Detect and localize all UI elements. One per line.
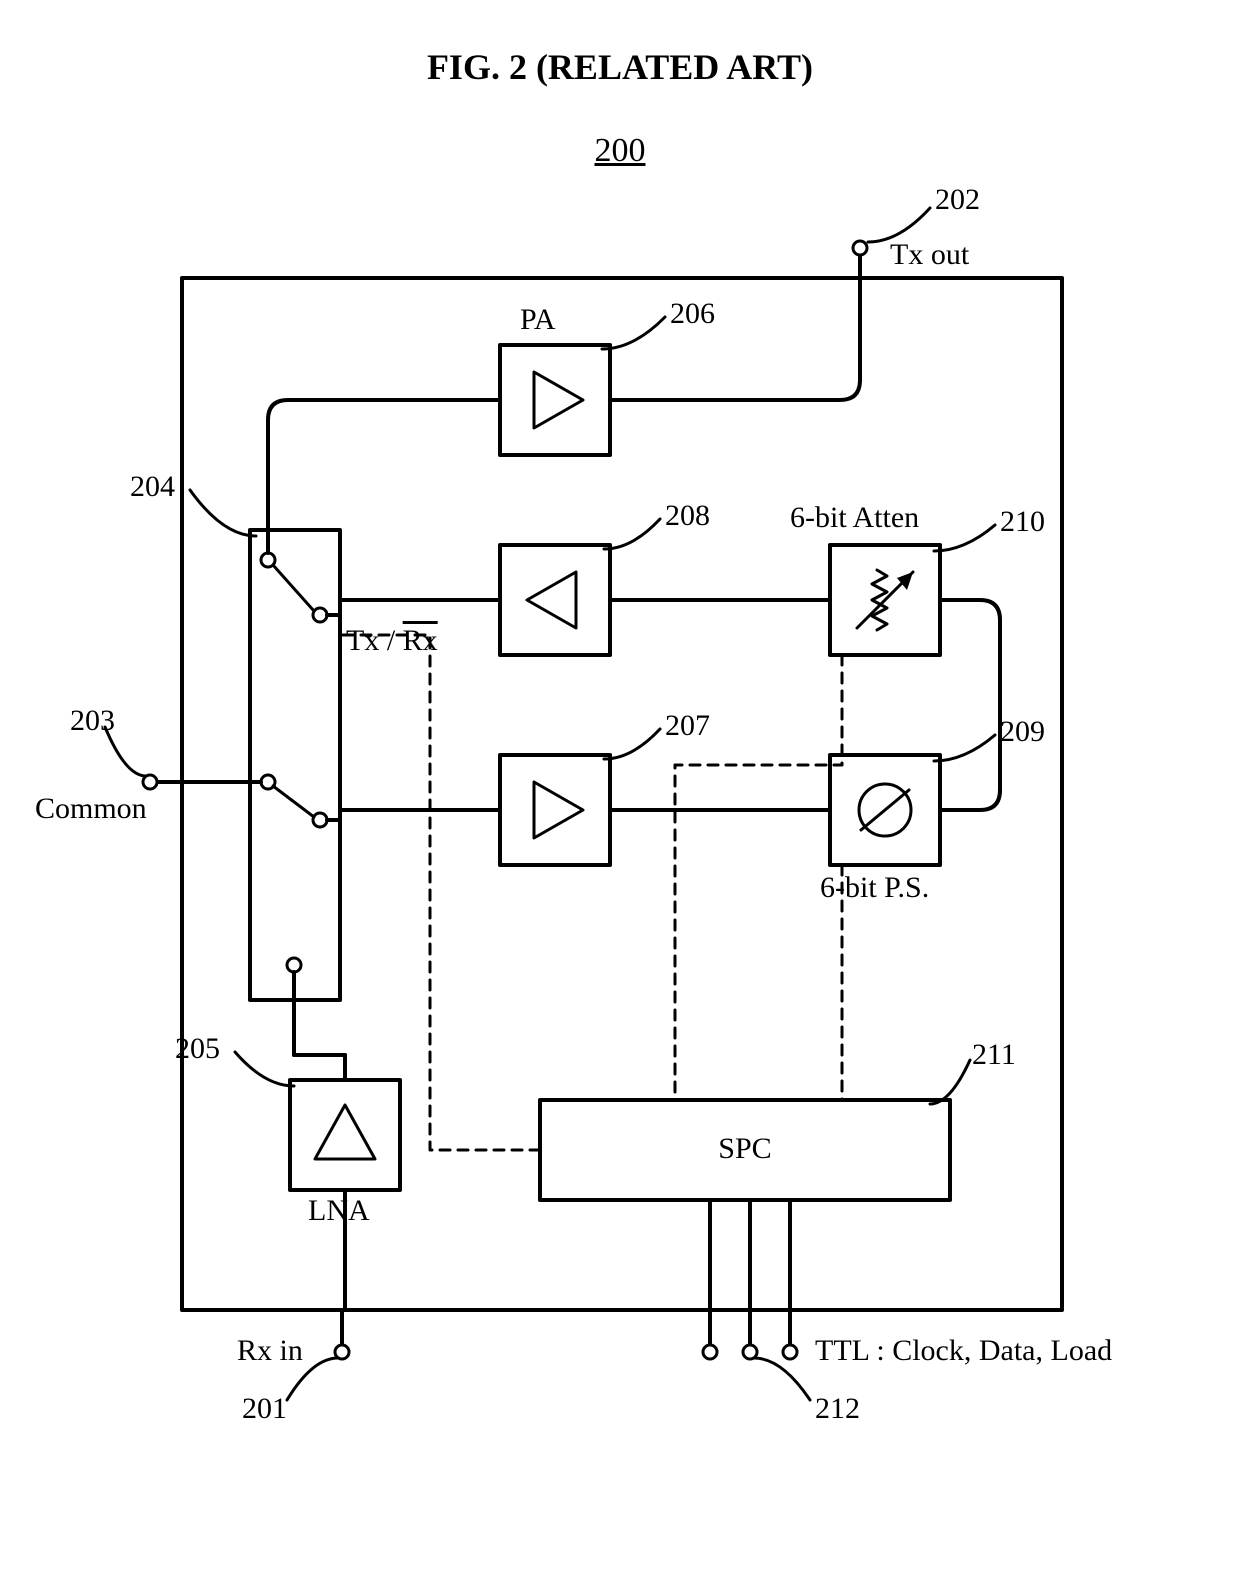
label-tx-out: Tx out <box>890 238 969 272</box>
ref-212: 212 <box>815 1392 860 1426</box>
label-ps: 6-bit P.S. <box>820 871 929 905</box>
ref-205: 205 <box>175 1032 220 1066</box>
label-lna: LNA <box>308 1194 370 1228</box>
ref-208: 208 <box>665 499 710 533</box>
label-common: Common <box>35 792 147 826</box>
ref-202: 202 <box>935 183 980 217</box>
chip-outline <box>182 278 1062 1310</box>
lna-block <box>290 1080 400 1190</box>
ref-201: 201 <box>242 1392 287 1426</box>
ref-203: 203 <box>70 704 115 738</box>
ref-207: 207 <box>665 709 710 743</box>
ref-210: 210 <box>1000 505 1045 539</box>
amp207-block <box>500 755 610 865</box>
figure-canvas: FIG. 2 (RELATED ART) 200 <box>0 0 1240 1585</box>
amp208-block <box>500 545 610 655</box>
label-atten: 6-bit Atten <box>790 501 919 535</box>
label-spc: SPC <box>718 1132 771 1166</box>
switch-block <box>250 530 340 1000</box>
label-ttl: TTL : Clock, Data, Load <box>815 1334 1112 1368</box>
label-rx-in: Rx in <box>237 1334 303 1368</box>
label-txrx: Tx / Rx <box>346 624 438 658</box>
ref-211: 211 <box>972 1038 1016 1072</box>
pa-block <box>500 345 610 455</box>
ref-204: 204 <box>130 470 175 504</box>
label-pa: PA <box>520 303 556 337</box>
ref-209: 209 <box>1000 715 1045 749</box>
ref-206: 206 <box>670 297 715 331</box>
